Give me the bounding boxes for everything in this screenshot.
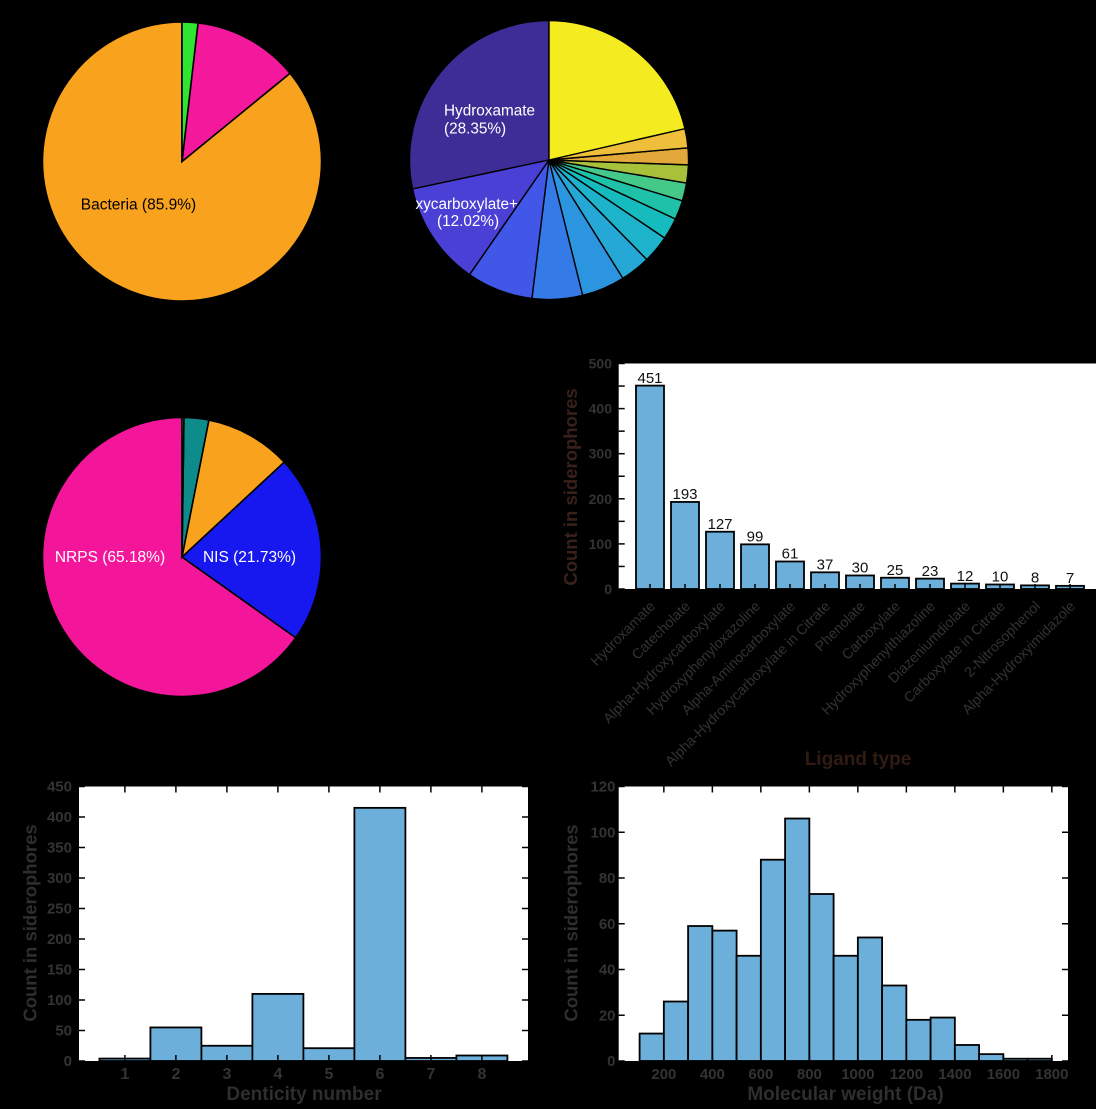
svg-text:xycarboxylate+: xycarboxylate+ (416, 196, 519, 213)
svg-text:100: 100 (589, 536, 613, 552)
svg-text:7: 7 (426, 1066, 435, 1083)
svg-text:99: 99 (747, 529, 764, 546)
svg-text:Denticity number: Denticity number (226, 1084, 382, 1105)
svg-text:NRPS (65.18%): NRPS (65.18%) (55, 549, 165, 566)
svg-text:451: 451 (637, 370, 662, 387)
svg-text:60: 60 (599, 916, 616, 933)
svg-text:300: 300 (589, 446, 613, 462)
svg-text:450: 450 (47, 779, 72, 796)
svg-text:8: 8 (1031, 570, 1039, 587)
svg-text:0: 0 (604, 581, 612, 597)
svg-text:61: 61 (782, 546, 799, 563)
svg-text:1: 1 (120, 1066, 129, 1083)
svg-text:37: 37 (817, 557, 834, 574)
svg-text:150: 150 (47, 962, 72, 979)
svg-text:800: 800 (797, 1066, 822, 1083)
svg-text:4: 4 (273, 1066, 282, 1083)
svg-text:Hydroxamate: Hydroxamate (444, 103, 535, 120)
svg-text:1200: 1200 (890, 1066, 923, 1083)
svg-text:400: 400 (589, 401, 613, 417)
svg-text:NIS (21.73%): NIS (21.73%) (203, 549, 296, 566)
svg-text:120: 120 (590, 779, 615, 796)
svg-text:Count in siderophores: Count in siderophores (560, 388, 581, 585)
svg-text:Ligand type: Ligand type (805, 749, 912, 770)
svg-text:(28.35%): (28.35%) (444, 121, 506, 138)
svg-text:200: 200 (47, 931, 72, 948)
svg-text:400: 400 (700, 1066, 725, 1083)
svg-text:23: 23 (922, 563, 939, 580)
svg-text:8: 8 (477, 1066, 486, 1083)
svg-text:12: 12 (957, 568, 974, 585)
svg-text:40: 40 (599, 962, 616, 979)
svg-text:127: 127 (707, 516, 732, 533)
svg-text:80: 80 (599, 870, 616, 887)
svg-text:Count in siderophores: Count in siderophores (561, 824, 582, 1021)
svg-text:3: 3 (222, 1066, 231, 1083)
svg-text:500: 500 (589, 356, 613, 372)
svg-text:Bacteria (85.9%): Bacteria (85.9%) (81, 197, 196, 214)
svg-text:250: 250 (47, 901, 72, 918)
svg-text:1800: 1800 (1035, 1066, 1068, 1083)
svg-text:25: 25 (887, 562, 904, 579)
svg-text:193: 193 (672, 486, 697, 503)
svg-text:100: 100 (47, 992, 72, 1009)
svg-text:400: 400 (47, 809, 72, 826)
svg-text:Molecular weight (Da): Molecular weight (Da) (747, 1084, 943, 1105)
svg-text:100: 100 (590, 825, 615, 842)
svg-text:1000: 1000 (841, 1066, 874, 1083)
svg-text:200: 200 (589, 491, 613, 507)
svg-text:7: 7 (1066, 570, 1074, 587)
svg-text:350: 350 (47, 840, 72, 857)
svg-text:Count in siderophores: Count in siderophores (20, 824, 41, 1021)
svg-text:10: 10 (992, 569, 1009, 586)
svg-text:20: 20 (599, 1008, 616, 1025)
svg-text:(12.02%): (12.02%) (437, 213, 499, 230)
svg-text:50: 50 (55, 1023, 72, 1040)
svg-text:1400: 1400 (938, 1066, 971, 1083)
svg-text:300: 300 (47, 870, 72, 887)
svg-text:200: 200 (651, 1066, 676, 1083)
svg-text:2: 2 (171, 1066, 180, 1083)
svg-text:30: 30 (852, 560, 869, 577)
svg-text:6: 6 (375, 1066, 384, 1083)
svg-text:600: 600 (748, 1066, 773, 1083)
svg-text:0: 0 (64, 1053, 72, 1070)
svg-text:1600: 1600 (987, 1066, 1020, 1083)
svg-text:0: 0 (607, 1053, 615, 1070)
svg-text:5: 5 (324, 1066, 333, 1083)
